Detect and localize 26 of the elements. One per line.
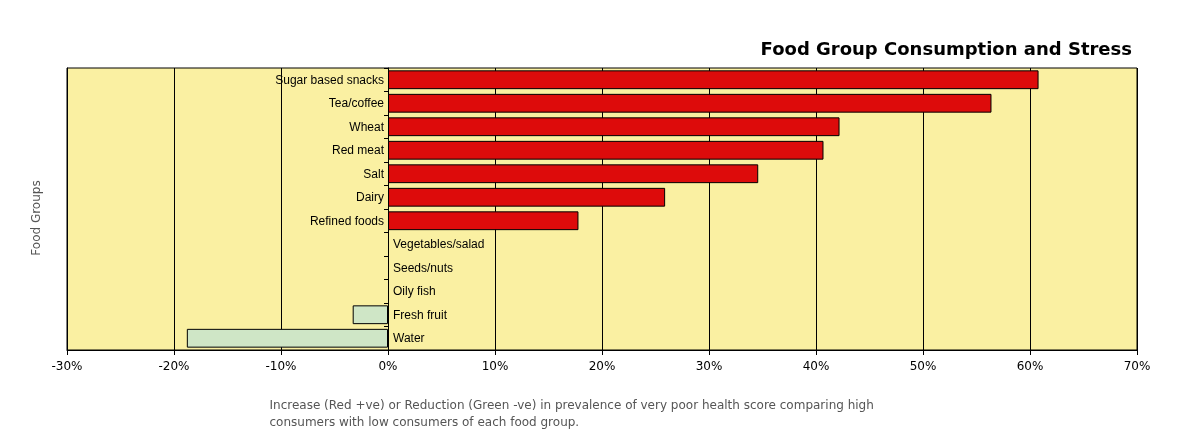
y-tick-label: Oily fish [393,284,436,299]
x-tick-label: 60% [1016,359,1044,373]
x-axis-title: Increase (Red +ve) or Reduction (Green -ve) in prevalence of very poor health score comparing high consumers with low consumers of each food group. [269,397,878,429]
x-tick-label: 70% [1123,359,1151,373]
y-axis-title: Food Groups [29,180,43,256]
x-tick-label: -20% [158,359,190,373]
x-tick-label: 50% [909,359,937,373]
y-tick-label: Red meat [331,143,385,158]
y-tick-label: Wheat [349,119,385,134]
y-tick-label: Salt [363,166,385,181]
y-tick-label: Tea/coffee [328,96,385,111]
x-tick-label: -10% [265,359,297,373]
chart-title: Food Group Consumption and Stress [760,37,1133,59]
y-tick-label: Vegetables/salad [393,237,485,252]
y-tick-label: Water [393,331,425,346]
x-tick-label: -30% [51,359,83,373]
x-tick-label: 30% [695,359,723,373]
y-tick-label: Dairy [355,190,384,205]
x-tick-label: 0% [378,359,398,373]
x-tick-label: 40% [802,359,830,373]
y-tick-label: Refined foods [309,213,384,228]
bar [352,305,388,325]
y-tick-label: Fresh fruit [393,307,448,322]
x-tick-label: 20% [588,359,616,373]
x-tick-label: 10% [481,359,509,373]
y-tick-label: Seeds/nuts [393,260,454,275]
